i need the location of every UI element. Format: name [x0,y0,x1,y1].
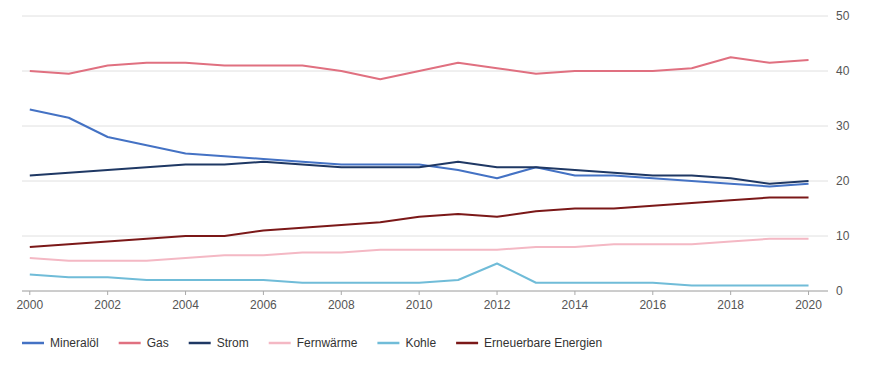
legend-label: Fernwärme [297,336,358,350]
grid-line [22,236,828,237]
x-tick-label: 2000 [16,298,43,312]
x-tick-label: 2014 [562,298,589,312]
chart: 0102030405020002002200420062008201020122… [0,0,872,365]
legend-swatch [189,342,211,345]
series-line [30,264,809,286]
legend: Mineralöl Gas Strom Fernwärme Kohle Erneuerba… [22,336,602,350]
x-tick [29,291,30,295]
x-tick-label: 2004 [172,298,199,312]
legend-label: Erneuerbare Energien [484,336,602,350]
y-tick-label: 0 [836,284,843,298]
legend-label: Gas [147,336,169,350]
x-tick-label: 2008 [328,298,355,312]
x-tick [808,291,809,295]
series-line [30,162,809,184]
x-tick [185,291,186,295]
x-tick-label: 2020 [795,298,822,312]
y-tick-label: 50 [836,9,850,23]
series-line [30,198,809,248]
x-tick [341,291,342,295]
y-tick-label: 20 [836,174,850,188]
x-tick-label: 2012 [484,298,511,312]
legend-swatch [456,342,478,345]
y-axis: 0 10 20 30 40 50 [836,9,850,298]
x-tick-label: 2010 [406,298,433,312]
series-line [30,57,809,79]
legend-swatch [22,342,44,345]
legend-swatch [119,342,141,345]
legend-swatch [377,342,399,345]
x-tick [497,291,498,295]
lines [30,57,809,285]
x-tick-label: 2006 [250,298,277,312]
grid-line [22,16,828,17]
legend-label: Mineralöl [50,336,99,350]
y-tick-label: 40 [836,64,850,78]
x-axis: 2000 2002 2004 2006 2008 2010 2012 2014 2016 2018… [16,291,828,312]
legend-label: Kohle [405,336,436,350]
y-tick-label: 10 [836,229,850,243]
legend-label: Strom [217,336,249,350]
legend-swatch [269,342,291,345]
x-tick [652,291,653,295]
x-tick [730,291,731,295]
x-tick-label: 2016 [639,298,666,312]
x-tick-label: 2018 [717,298,744,312]
x-tick [107,291,108,295]
x-tick [419,291,420,295]
y-grid [22,16,828,291]
grid-line [22,291,828,292]
grid-line [22,126,828,127]
x-tick [574,291,575,295]
x-tick [263,291,264,295]
series-line [30,239,809,261]
series-line [30,110,809,187]
x-axis-line [22,291,828,292]
x-tick-label: 2002 [94,298,121,312]
y-tick-label: 30 [836,119,850,133]
